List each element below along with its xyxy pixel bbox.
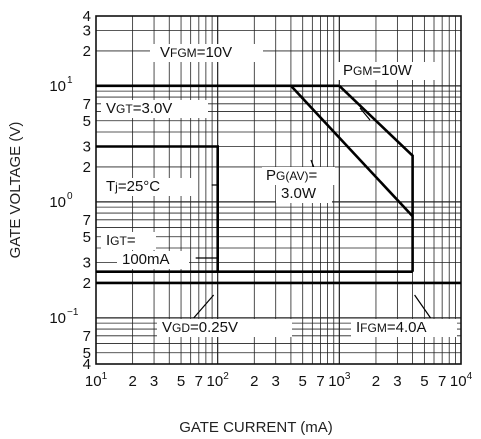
plot-border: [95, 15, 462, 365]
x-tick-label: 7: [438, 373, 446, 390]
y-tick-label: 7: [83, 96, 91, 113]
annotation-label: VGT=3.0V: [106, 100, 172, 117]
series-layer: [96, 84, 461, 285]
series-line-3: [289, 84, 414, 218]
annotation-label: PGM=10W: [343, 62, 413, 79]
y-tick-label: 5: [83, 345, 91, 362]
annotation-label: 100mA: [122, 251, 170, 268]
x-tick-label: 2: [250, 373, 258, 390]
annotation-label: PG(AV)=: [266, 167, 317, 184]
x-tick-label: 5: [177, 373, 185, 390]
vgd-leader: [193, 294, 215, 319]
annotation-background: [262, 167, 335, 185]
annotation-background: [101, 178, 193, 196]
y-tick-exponent: −1: [67, 307, 79, 318]
y-tick-label: 4: [83, 8, 91, 25]
y-tick-label: 4: [83, 356, 91, 373]
annotation-label: VFGM=10V: [160, 44, 232, 61]
y-tick-label: 2: [83, 159, 91, 176]
y-tick-label: 10: [49, 78, 66, 95]
x-tick-label: 7: [316, 373, 324, 390]
y-tick-label: 3: [83, 22, 91, 39]
series-line-4: [96, 145, 219, 272]
x-tick-label: 5: [420, 373, 428, 390]
plot-frame: [95, 15, 462, 365]
annotation-background: [157, 319, 292, 337]
x-tick-label: 7: [195, 373, 203, 390]
y-tick-exponent: 1: [67, 75, 73, 86]
grid: [96, 16, 461, 364]
pgm-leader: [359, 107, 371, 121]
x-tick-label: 5: [299, 373, 307, 390]
y-tick-label: 2: [83, 43, 91, 60]
y-tick-label: 2: [83, 275, 91, 292]
x-axis-label: GATE CURRENT (mA): [179, 419, 333, 436]
x-tick-label: 2: [372, 373, 380, 390]
y-tick-label: 3: [83, 254, 91, 271]
x-tick-label: 3: [393, 373, 401, 390]
annotation-label: 3.0W: [281, 185, 317, 202]
annotation-background: [338, 62, 439, 80]
annotations: VFGM=10V PGM=10W VGT=3.0V PG(AV)=3.0W Tj=25°…: [101, 44, 457, 337]
y-axis-label: GATE VOLTAGE (V): [7, 122, 24, 259]
annotation-label: IGT=: [106, 232, 136, 249]
y-tick-label: 3: [83, 138, 91, 155]
annotation-background: [101, 100, 208, 118]
y-tick-label: 10: [49, 194, 66, 211]
y-tick-label: 5: [83, 113, 91, 130]
annotation-label: Tj=25°C: [106, 178, 160, 195]
ifgm-leader: [414, 294, 432, 319]
series-line-2: [338, 84, 414, 272]
y-tick-label: 7: [83, 328, 91, 345]
annotation-background: [117, 251, 189, 269]
annotation-background: [276, 185, 332, 203]
y-tick-label: 5: [83, 229, 91, 246]
x-tick-label: 3: [150, 373, 158, 390]
annotation-label: IFGM=4.0A: [356, 319, 426, 336]
annotation-label: VGD=0.25V: [162, 319, 238, 336]
annotation-background: [101, 232, 156, 250]
y-tick-label: 7: [83, 212, 91, 229]
annotation-background: [351, 319, 457, 337]
x-tick-label: 2: [128, 373, 136, 390]
y-tick-exponent: 0: [67, 191, 73, 202]
x-tick-label: 3: [272, 373, 280, 390]
y-tick-label: 10: [49, 310, 66, 327]
annotation-background: [150, 44, 263, 62]
